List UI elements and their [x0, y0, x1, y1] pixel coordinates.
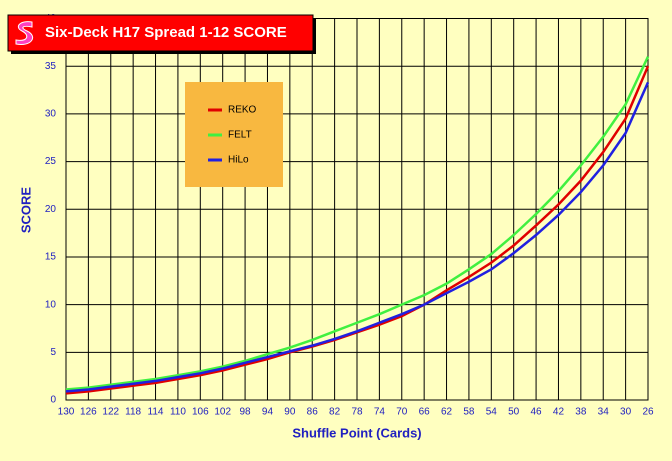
y-axis-label: SCORE: [18, 187, 33, 234]
x-tick-label: 82: [329, 407, 341, 418]
x-tick-label: 62: [441, 407, 453, 418]
x-tick-label: 30: [620, 407, 632, 418]
legend-label: REKO: [228, 105, 257, 116]
y-tick-label: 35: [45, 61, 57, 72]
x-tick-label: 34: [598, 407, 610, 418]
x-tick-label: 46: [531, 407, 543, 418]
series-line: [65, 56, 650, 391]
x-tick-label: 106: [192, 407, 209, 418]
series-line: [65, 81, 650, 393]
x-tick-label: 54: [486, 407, 498, 418]
y-tick-label: 0: [50, 395, 56, 406]
x-tick-label: 110: [170, 407, 186, 418]
x-axis-label: Shuffle Point (Cards): [292, 425, 421, 440]
x-tick-label: 114: [148, 407, 164, 418]
y-tick-label: 5: [50, 347, 56, 358]
x-tick-label: 66: [419, 407, 431, 418]
x-tick-label: 78: [351, 407, 363, 418]
x-tick-label: 102: [214, 407, 231, 418]
x-tick-label: 58: [463, 407, 475, 418]
legend: REKO FELT HiLo: [208, 105, 257, 166]
x-tick-label: 98: [240, 407, 252, 418]
y-tick-label: 10: [45, 299, 57, 310]
x-tick-label: 130: [58, 407, 75, 418]
x-tick-label: 26: [642, 407, 654, 418]
legend-label: HiLo: [228, 155, 249, 166]
title-box: [7, 14, 314, 52]
x-tick-label: 74: [374, 407, 386, 418]
x-tick-label: 42: [553, 407, 565, 418]
x-tick-label: 126: [80, 407, 97, 418]
x-tick-label: 94: [262, 407, 274, 418]
legend-box: [185, 82, 283, 187]
plot-border: [65, 18, 649, 401]
chart-title: Six-Deck H17 Spread 1-12 SCORE: [45, 24, 287, 41]
x-tick-label: 122: [102, 407, 119, 418]
legend-label: FELT: [228, 130, 252, 141]
y-tick-label: 25: [45, 156, 57, 167]
y-tick-label: 15: [45, 252, 57, 263]
logo-icon: [15, 21, 34, 46]
x-tick-label: 50: [508, 407, 520, 418]
x-tick-label: 38: [575, 407, 587, 418]
x-tick-label: 118: [125, 407, 141, 418]
x-tick-label: 86: [307, 407, 319, 418]
y-tick-label: 20: [45, 204, 57, 215]
x-tick-label: 90: [284, 407, 296, 418]
x-tick-label: 70: [396, 407, 408, 418]
y-tick-label: 30: [45, 109, 57, 120]
